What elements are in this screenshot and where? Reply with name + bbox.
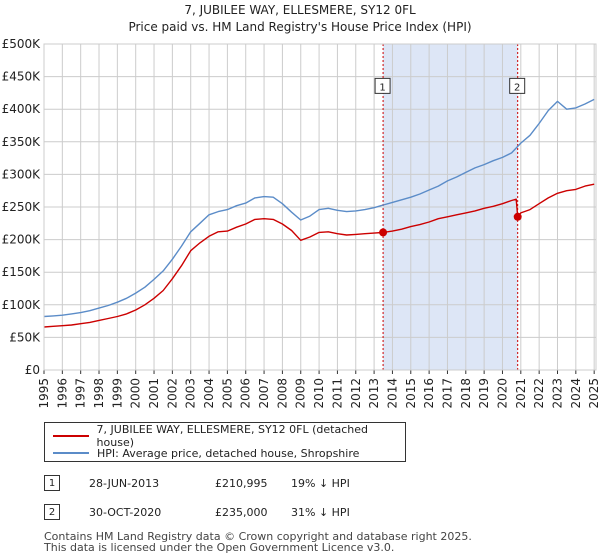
legend-item-property: 7, JUBILEE WAY, ELLESMERE, SY12 0FL (det… bbox=[53, 423, 405, 449]
sale-number-badge: 2 bbox=[44, 504, 60, 520]
y-tick-label: £100K bbox=[2, 298, 42, 312]
y-tick-label: £50K bbox=[9, 330, 41, 344]
price-paid-line bbox=[43, 183, 595, 328]
sale-hpi-diff: 19% ↓ HPI bbox=[291, 476, 350, 490]
x-tick-label: 2001 bbox=[147, 378, 161, 409]
y-tick-label: £300K bbox=[2, 167, 42, 181]
y-tick-label: £500K bbox=[2, 37, 42, 51]
x-tick-label: 2022 bbox=[532, 378, 546, 409]
sale-row-2: 2 30-OCT-2020 £235,000 31% ↓ HPI bbox=[44, 503, 404, 521]
x-tick-label: 2000 bbox=[129, 378, 143, 409]
sale-price: £235,000 bbox=[215, 505, 268, 519]
x-tick-label: 1996 bbox=[55, 378, 69, 409]
y-tick-label: £150K bbox=[2, 265, 42, 279]
y-tick-label: £200K bbox=[2, 233, 42, 247]
x-tick-label: 2007 bbox=[257, 378, 271, 409]
x-tick-label: 2025 bbox=[587, 378, 600, 409]
x-tick-label: 2024 bbox=[569, 378, 583, 409]
series-lines bbox=[43, 98, 595, 328]
x-tick-label: 2019 bbox=[477, 378, 491, 409]
x-tick-label: 2023 bbox=[550, 378, 564, 409]
plot-border bbox=[43, 43, 597, 371]
chart-subtitle: Price paid vs. HM Land Registry's House … bbox=[128, 20, 471, 34]
hpi-line bbox=[43, 98, 595, 318]
legend: 7, JUBILEE WAY, ELLESMERE, SY12 0FL (det… bbox=[44, 422, 406, 462]
legend-item-hpi: HPI: Average price, detached house, Shro… bbox=[53, 445, 359, 461]
sale-row-1: 1 28-JUN-2013 £210,995 19% ↓ HPI bbox=[44, 474, 404, 492]
x-tick-label: 2015 bbox=[404, 378, 418, 409]
x-tick-label: 1995 bbox=[37, 378, 51, 409]
sale-date: 30-OCT-2020 bbox=[89, 505, 162, 519]
legend-label-property: 7, JUBILEE WAY, ELLESMERE, SY12 0FL (det… bbox=[96, 423, 368, 449]
x-tick-label: 2004 bbox=[202, 378, 216, 409]
x-tick-label: 1997 bbox=[74, 378, 88, 409]
sale-date: 28-JUN-2013 bbox=[89, 476, 160, 490]
y-tick-label: £400K bbox=[2, 102, 42, 116]
x-tick-label: 2020 bbox=[495, 378, 509, 409]
x-tick-label: 2021 bbox=[514, 378, 528, 409]
sale-label-text: 2 bbox=[514, 82, 520, 93]
legend-swatch-hpi bbox=[53, 452, 89, 454]
sale-label-box bbox=[374, 77, 391, 94]
y-tick-label: £250K bbox=[2, 200, 42, 214]
y-axis: £0 £50K £100K £150K £200K £250K £300K £350K £400… bbox=[2, 37, 42, 377]
sale-point bbox=[513, 212, 522, 221]
sale-number-badge: 1 bbox=[44, 475, 60, 491]
x-tick-label: 2016 bbox=[422, 378, 436, 409]
x-tick-label: 2009 bbox=[294, 378, 308, 409]
footer-licence: This data is licensed under the Open Gov… bbox=[44, 541, 395, 554]
footer-copyright: Contains HM Land Registry data © Crown c… bbox=[44, 530, 472, 543]
y-tick-label: £0 bbox=[25, 363, 40, 377]
x-tick-label: 2002 bbox=[165, 378, 179, 409]
sale-price: £210,995 bbox=[215, 476, 268, 490]
sale-label-box bbox=[509, 77, 526, 94]
x-tick-label: 2013 bbox=[367, 378, 381, 409]
x-tick-label: 2012 bbox=[349, 378, 363, 409]
x-tick-label: 1998 bbox=[92, 378, 106, 409]
price-chart: 7, JUBILEE WAY, ELLESMERE, SY12 0FL Pric… bbox=[2, 3, 600, 409]
x-tick-label: 2008 bbox=[275, 378, 289, 409]
x-tick-label: 2010 bbox=[312, 378, 326, 409]
x-tick-label: 1999 bbox=[110, 378, 124, 409]
legend-label-hpi: HPI: Average price, detached house, Shro… bbox=[97, 446, 360, 460]
sale-hpi-diff: 31% ↓ HPI bbox=[291, 505, 350, 519]
x-tick-label: 2005 bbox=[220, 378, 234, 409]
chart-title: 7, JUBILEE WAY, ELLESMERE, SY12 0FL bbox=[184, 3, 416, 17]
x-tick-label: 2014 bbox=[385, 378, 399, 409]
x-tick-label: 2017 bbox=[440, 378, 454, 409]
x-axis: 1995 1996 1997 1998 1999 2000 2001 2002 2003 2004… bbox=[37, 370, 600, 409]
legend-swatch-property bbox=[53, 435, 89, 437]
x-tick-label: 2018 bbox=[459, 378, 473, 409]
y-tick-label: £450K bbox=[2, 70, 42, 84]
sale-label-text: 1 bbox=[379, 82, 385, 93]
x-tick-label: 2011 bbox=[330, 378, 344, 409]
y-tick-label: £350K bbox=[2, 135, 42, 149]
x-tick-label: 2003 bbox=[184, 378, 198, 409]
x-tick-label: 2006 bbox=[239, 378, 253, 409]
sale-point bbox=[379, 228, 388, 237]
